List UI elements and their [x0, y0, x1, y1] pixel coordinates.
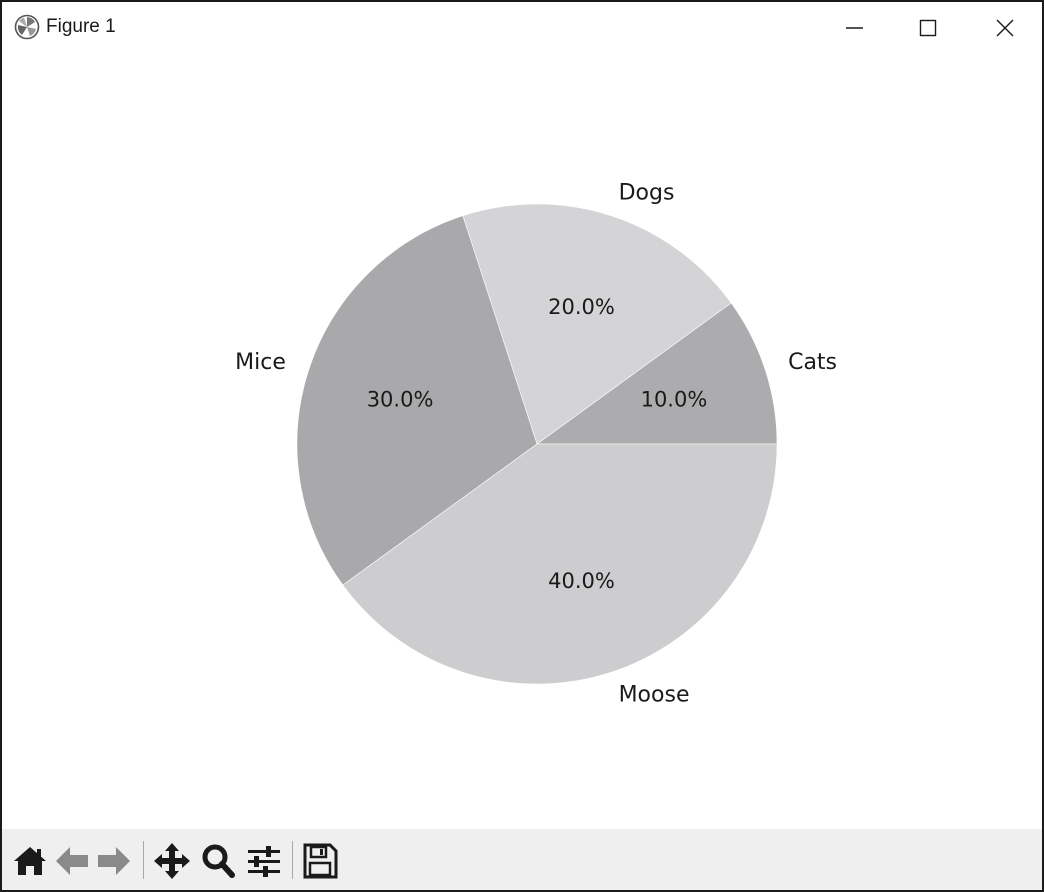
- pie-percent-label: 10.0%: [641, 388, 708, 412]
- close-icon: [996, 19, 1014, 37]
- arrow-left-icon: [56, 847, 88, 875]
- minimize-button[interactable]: [818, 8, 888, 48]
- minimize-icon: [846, 27, 863, 29]
- pie-slice-moose: [342, 443, 778, 685]
- pie-category-label: Dogs: [619, 180, 675, 205]
- pie-percent-label: 40.0%: [548, 569, 615, 593]
- pie-chart: 10.0% Cats 20.0% Dogs 30.0% Mice 40.0% Moose: [235, 180, 837, 708]
- home-button[interactable]: [10, 841, 50, 881]
- pie-percent-label: 30.0%: [367, 388, 434, 412]
- pie-slice-mice: [296, 215, 538, 586]
- pie-category-label: Moose: [619, 683, 690, 708]
- navigation-toolbar: [2, 829, 1042, 890]
- pie-percent-label: 20.0%: [548, 295, 615, 319]
- plot-canvas[interactable]: 10.0% Cats 20.0% Dogs 30.0% Mice 40.0% Moose: [2, 54, 1042, 830]
- pie-slice-cats: [536, 302, 778, 445]
- pan-button[interactable]: [152, 841, 192, 881]
- matplotlib-logo-icon: [14, 14, 40, 40]
- home-icon: [14, 847, 46, 875]
- configure-subplots-button[interactable]: [244, 841, 284, 881]
- pie-category-label: Cats: [788, 350, 837, 375]
- toolbar-separator: [143, 841, 144, 879]
- sliders-icon: [248, 846, 280, 877]
- save-button[interactable]: [300, 841, 340, 881]
- maximize-button[interactable]: [892, 8, 962, 48]
- close-button[interactable]: [968, 8, 1038, 48]
- forward-button[interactable]: [94, 841, 134, 881]
- title-bar[interactable]: Figure 1: [2, 2, 1042, 54]
- move-icon: [154, 843, 190, 879]
- window-title: Figure 1: [46, 16, 116, 37]
- floppy-disk-icon: [303, 843, 338, 879]
- back-button[interactable]: [52, 841, 92, 881]
- maximize-icon: [919, 19, 937, 37]
- pie-category-label: Mice: [235, 350, 286, 375]
- arrow-right-icon: [98, 847, 130, 875]
- toolbar-separator: [292, 841, 293, 879]
- zoom-button[interactable]: [198, 841, 238, 881]
- magnifier-icon: [202, 844, 235, 878]
- pie-slice-dogs: [462, 203, 732, 445]
